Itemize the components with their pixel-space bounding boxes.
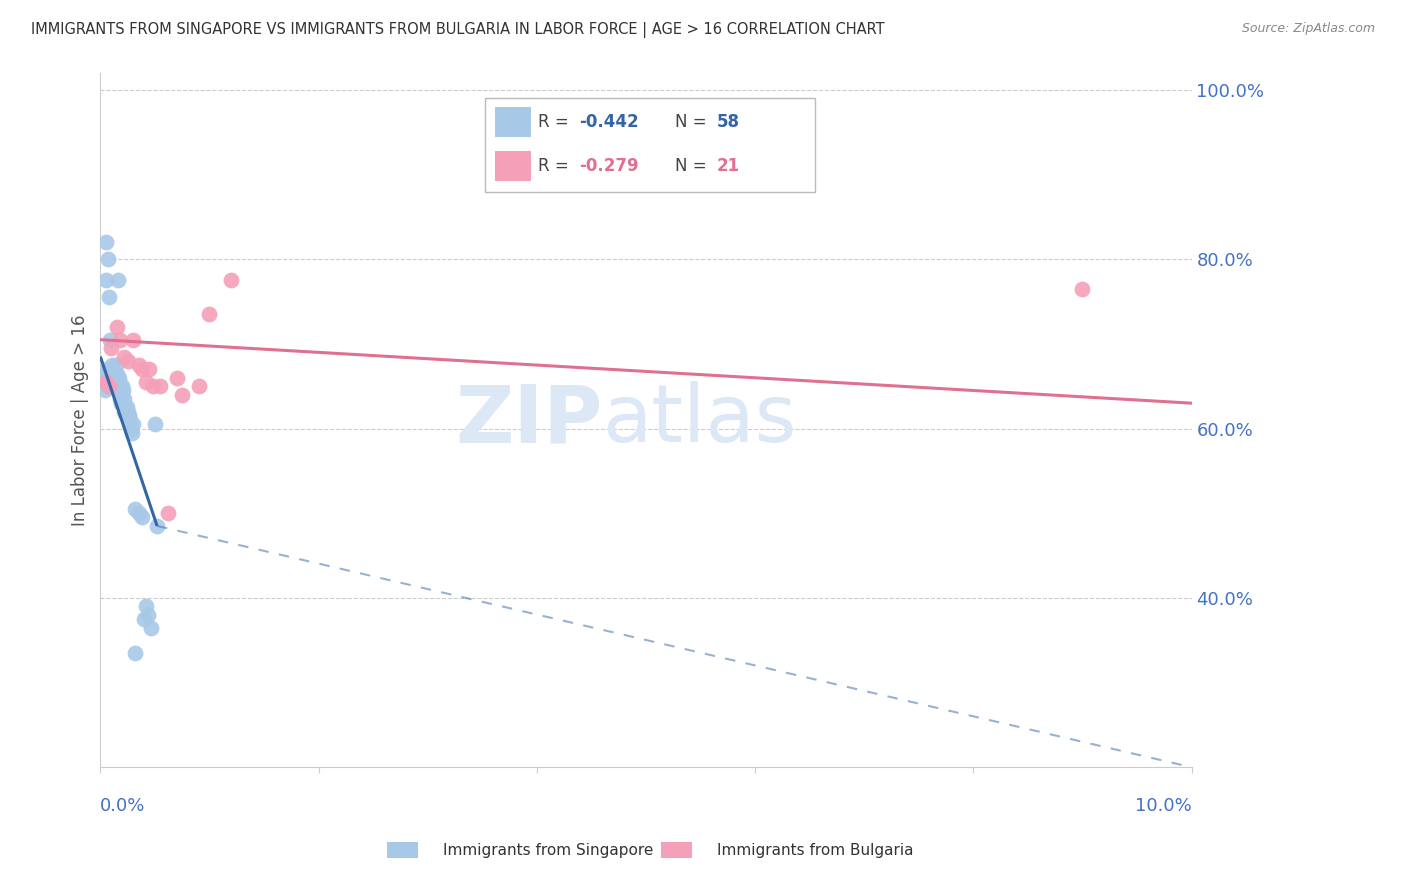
Point xyxy=(97,379,120,393)
Point xyxy=(98,290,121,304)
Point xyxy=(93,371,115,385)
Text: R =: R = xyxy=(538,113,574,131)
Point xyxy=(118,417,141,432)
Point xyxy=(198,307,221,321)
FancyBboxPatch shape xyxy=(485,98,815,192)
Point xyxy=(135,599,157,614)
Point xyxy=(149,379,172,393)
Point xyxy=(112,350,135,364)
Text: Immigrants from Bulgaria: Immigrants from Bulgaria xyxy=(717,843,914,857)
Text: IMMIGRANTS FROM SINGAPORE VS IMMIGRANTS FROM BULGARIA IN LABOR FORCE | AGE > 16 : IMMIGRANTS FROM SINGAPORE VS IMMIGRANTS … xyxy=(31,22,884,38)
Point xyxy=(100,341,122,355)
Point xyxy=(108,392,131,406)
Point xyxy=(221,273,243,287)
Text: 0.0%: 0.0% xyxy=(100,797,146,815)
Point xyxy=(166,371,188,385)
Point xyxy=(96,379,118,393)
Point xyxy=(107,379,129,393)
Point xyxy=(100,379,122,393)
Point xyxy=(107,273,129,287)
Point xyxy=(117,354,139,368)
Point xyxy=(139,621,162,635)
Text: -0.279: -0.279 xyxy=(579,157,638,175)
Point xyxy=(142,379,165,393)
Point xyxy=(120,421,142,435)
Point xyxy=(131,362,153,376)
Point xyxy=(124,502,146,516)
Point xyxy=(108,379,131,393)
Point xyxy=(96,362,118,376)
Point xyxy=(100,371,122,385)
Point xyxy=(101,375,124,389)
Text: Immigrants from Singapore: Immigrants from Singapore xyxy=(443,843,654,857)
Point xyxy=(128,358,150,372)
Point xyxy=(122,333,145,347)
Point xyxy=(108,333,131,347)
Point xyxy=(114,401,136,415)
Point xyxy=(103,379,125,393)
Point xyxy=(108,384,131,398)
Point xyxy=(110,396,132,410)
Point xyxy=(98,379,121,393)
Point xyxy=(121,425,143,440)
Point xyxy=(97,252,120,267)
Point xyxy=(1071,282,1094,296)
Point xyxy=(103,379,125,393)
Point xyxy=(112,392,135,406)
Y-axis label: In Labor Force | Age > 16: In Labor Force | Age > 16 xyxy=(72,314,89,526)
Point xyxy=(112,384,135,398)
Point xyxy=(112,404,135,418)
Point xyxy=(187,379,209,393)
FancyBboxPatch shape xyxy=(495,151,531,180)
Point xyxy=(103,371,125,385)
Point xyxy=(118,409,141,423)
Point xyxy=(135,375,157,389)
Point xyxy=(122,417,145,432)
Point xyxy=(105,379,128,393)
Point xyxy=(156,506,179,520)
Point xyxy=(124,646,146,660)
Text: R =: R = xyxy=(538,157,574,175)
Text: atlas: atlas xyxy=(602,381,797,459)
Point xyxy=(115,401,138,415)
Point xyxy=(98,333,121,347)
Text: -0.442: -0.442 xyxy=(579,113,638,131)
Point xyxy=(111,388,134,402)
Text: N =: N = xyxy=(675,113,711,131)
Point xyxy=(117,404,139,418)
Point xyxy=(104,371,127,385)
Point xyxy=(172,388,194,402)
Point xyxy=(101,358,124,372)
Point xyxy=(103,375,125,389)
Point xyxy=(94,235,117,250)
FancyBboxPatch shape xyxy=(495,108,531,137)
Point xyxy=(98,379,121,393)
Text: N =: N = xyxy=(675,157,711,175)
Text: 58: 58 xyxy=(716,113,740,131)
Text: 21: 21 xyxy=(716,157,740,175)
Point xyxy=(108,379,131,393)
Point xyxy=(131,510,153,524)
Point xyxy=(94,375,117,389)
Point xyxy=(98,362,121,376)
Point xyxy=(143,417,166,432)
Point xyxy=(128,506,150,520)
Point xyxy=(105,320,128,334)
Point xyxy=(93,384,115,398)
Point xyxy=(146,519,169,533)
Point xyxy=(91,375,114,389)
Point xyxy=(94,273,117,287)
Point xyxy=(108,371,131,385)
Text: Source: ZipAtlas.com: Source: ZipAtlas.com xyxy=(1241,22,1375,36)
Point xyxy=(105,367,128,381)
Point xyxy=(138,362,160,376)
Point xyxy=(104,358,127,372)
Point xyxy=(118,409,141,423)
Point xyxy=(138,607,160,622)
Point xyxy=(132,612,155,626)
Point xyxy=(111,379,134,393)
Point xyxy=(110,396,132,410)
Text: ZIP: ZIP xyxy=(456,381,602,459)
Text: 10.0%: 10.0% xyxy=(1135,797,1192,815)
